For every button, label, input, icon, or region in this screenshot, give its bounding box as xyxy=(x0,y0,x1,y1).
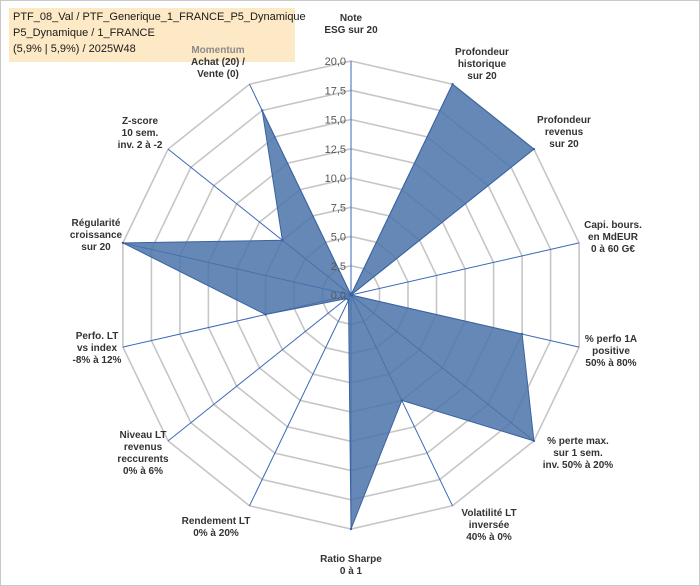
axis-label-10-line-0: Perfo. LT xyxy=(76,331,119,342)
axis-label-8-line-1: 0% à 20% xyxy=(193,528,239,539)
axis-label-0-line-1: ESG sur 20 xyxy=(324,25,378,36)
series-point-5 xyxy=(532,439,536,443)
axis-label-13-line-2: Vente (0) xyxy=(197,69,239,80)
axis-label-2-line-0: Profondeur xyxy=(537,115,591,126)
series-point-11 xyxy=(121,241,125,245)
axis-label-6-line-2: 40% à 0% xyxy=(466,532,512,543)
axis-label-5-line-0: % perte max. xyxy=(547,436,609,447)
tick-label-8: 20,0 xyxy=(325,56,346,68)
spoke-3 xyxy=(350,242,580,296)
tick-label-4: 10,0 xyxy=(325,173,346,185)
radar-tick-labels: 0,0 2,5 5,0 7,5 10,0 12,5 15,0 17,5 20,0 xyxy=(325,56,346,302)
axis-label-5-line-2: inv. 50% à 20% xyxy=(543,460,614,471)
series-point-10 xyxy=(264,313,267,316)
axis-label-3-line-0: Capi. bours. xyxy=(584,220,642,231)
series-point-9 xyxy=(345,297,348,300)
axis-label-4-line-2: 50% à 80% xyxy=(585,358,636,369)
tick-label-2: 5,0 xyxy=(331,232,346,244)
series-point-13 xyxy=(261,109,264,112)
title-line-3: (5,9% | 5,9%) / 2025W48 xyxy=(13,43,136,55)
axis-label-1-line-0: Profondeur xyxy=(455,47,509,58)
axis-label-11-line-1: croissance xyxy=(70,230,123,241)
series-point-2 xyxy=(532,147,536,151)
series-point-3 xyxy=(349,293,353,297)
axis-label-5-line-1: sur 1 sem. xyxy=(553,448,603,459)
axis-label-3-line-1: en MdEUR xyxy=(588,232,639,243)
axis-label-10-line-1: vs index xyxy=(77,343,117,354)
axis-label-9-line-3: 0% à 6% xyxy=(123,466,163,477)
series-point-6 xyxy=(400,399,403,402)
title-line-1: PTF_08_Val / PTF_Generique_1_FRANCE_P5_D… xyxy=(13,11,306,23)
series-point-1 xyxy=(451,83,454,86)
tick-label-5: 12,5 xyxy=(325,144,346,156)
axis-label-7-line-0: Ratio Sharpe xyxy=(320,554,382,565)
axis-label-1-line-2: sur 20 xyxy=(467,71,497,82)
axis-label-9-line-2: reccurents xyxy=(117,454,169,465)
axis-label-12-line-1: 10 sem. xyxy=(122,128,159,139)
axis-label-10-line-2: -8% à 12% xyxy=(73,355,122,366)
axis-label-7-line-1: 0 à 1 xyxy=(340,566,363,577)
series-point-12 xyxy=(281,239,284,242)
axis-label-2-line-1: revenus xyxy=(545,127,584,138)
axis-label-13-line-1: Achat (20) / xyxy=(191,57,245,68)
axis-label-6-line-0: Volatilité LT xyxy=(461,508,516,519)
axis-label-3-line-2: 0 à 60 G€ xyxy=(591,244,635,255)
axis-label-11-line-2: sur 20 xyxy=(81,242,111,253)
chart-title-box: PTF_08_Val / PTF_Generique_1_FRANCE_P5_D… xyxy=(9,8,306,62)
spoke-9 xyxy=(167,294,352,442)
axis-label-11-line-0: Régularité xyxy=(72,218,121,229)
series-point-4 xyxy=(520,332,524,336)
tick-label-0: 0,0 xyxy=(331,290,346,302)
tick-label-1: 2,5 xyxy=(331,261,346,273)
axis-label-9-line-1: revenus xyxy=(124,442,163,453)
tick-label-3: 7,5 xyxy=(331,202,346,214)
tick-label-7: 17,5 xyxy=(325,85,346,97)
radar-series xyxy=(121,83,536,531)
axis-label-13-line-0: Momentum xyxy=(191,45,244,56)
title-line-2: P5_Dynamique / 1_FRANCE xyxy=(13,27,155,39)
axis-label-0-line-0: Note xyxy=(340,13,363,24)
axis-label-4-line-0: % perfo 1A xyxy=(585,334,637,345)
axis-label-12-line-0: Z-score xyxy=(122,116,159,127)
series-point-8 xyxy=(347,299,350,302)
axis-label-4-line-1: positive xyxy=(592,346,630,357)
axis-label-6-line-1: inversée xyxy=(469,520,510,531)
axis-label-8-line-0: Rendement LT xyxy=(182,516,251,527)
axis-label-1-line-1: historique xyxy=(458,59,507,70)
axis-label-2-line-2: sur 20 xyxy=(549,139,579,150)
axis-label-12-line-2: inv. 2 à -2 xyxy=(118,140,163,151)
tick-label-6: 15,0 xyxy=(325,115,346,127)
axis-label-8: Rendement LT0% à 20% xyxy=(182,516,251,539)
axis-label-5: % perte max.sur 1 sem.inv. 50% à 20% xyxy=(543,436,614,471)
spoke-8 xyxy=(249,294,352,507)
axis-label-9-line-0: Niveau LT xyxy=(119,430,166,441)
series-point-7 xyxy=(349,527,353,531)
